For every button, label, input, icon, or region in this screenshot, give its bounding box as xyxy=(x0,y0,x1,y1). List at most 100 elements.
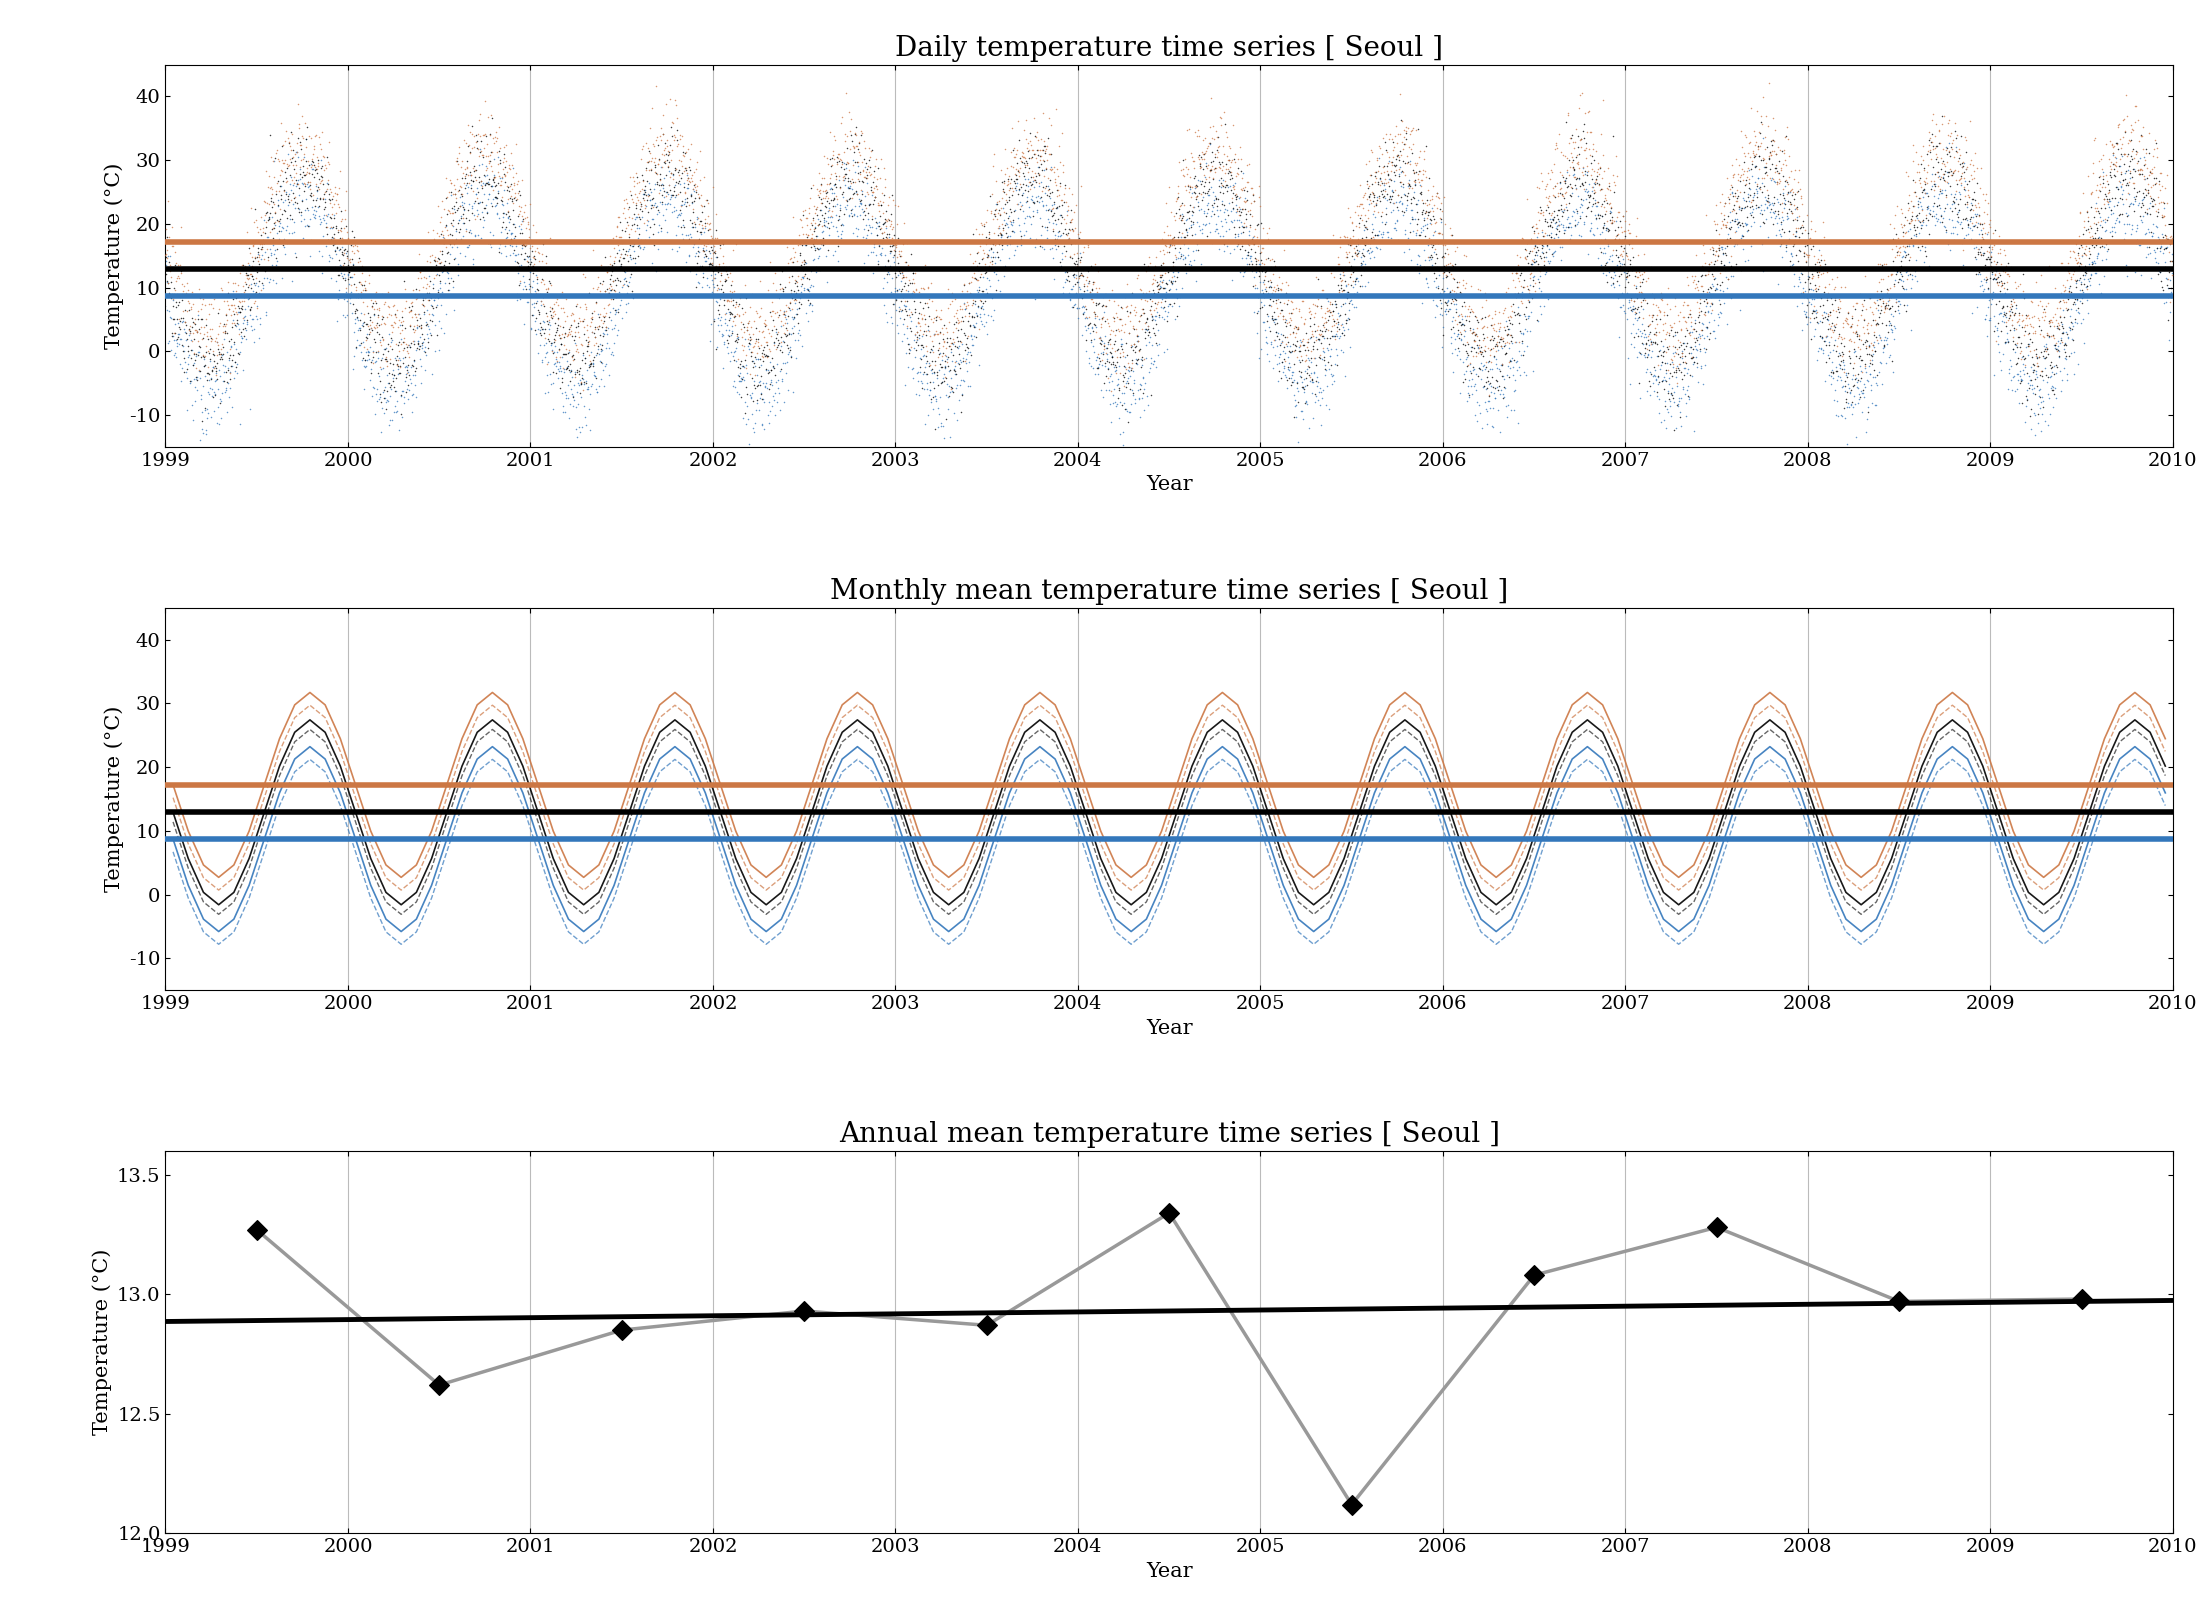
Point xyxy=(2005,389,2041,415)
Point xyxy=(624,168,660,194)
Point xyxy=(483,134,518,160)
Point xyxy=(353,334,388,360)
Point xyxy=(1641,294,1677,320)
Point xyxy=(927,326,962,352)
Point xyxy=(1654,383,1690,408)
Point xyxy=(2032,324,2067,350)
Point xyxy=(560,391,596,416)
Point xyxy=(1116,302,1152,328)
Point xyxy=(1094,276,1129,302)
Point xyxy=(1291,329,1326,355)
Point xyxy=(1178,237,1213,263)
Point xyxy=(1079,312,1114,337)
Point xyxy=(1639,305,1674,331)
Point xyxy=(1928,215,1963,240)
Point xyxy=(699,273,735,299)
Point xyxy=(710,318,746,344)
Point xyxy=(1712,190,1747,216)
Point xyxy=(1480,318,1516,344)
Point xyxy=(1260,286,1295,312)
Point xyxy=(927,329,962,355)
Point xyxy=(269,205,304,231)
Point xyxy=(443,148,479,174)
Point xyxy=(1319,307,1354,332)
Point xyxy=(666,192,702,218)
Point xyxy=(240,220,276,245)
Point xyxy=(1902,208,1937,234)
Point xyxy=(267,150,302,176)
Point xyxy=(1447,242,1482,268)
Point xyxy=(1054,208,1090,234)
Point xyxy=(1379,145,1414,171)
Point xyxy=(838,179,874,205)
Point xyxy=(1941,197,1977,223)
Point xyxy=(1844,297,1880,323)
Point xyxy=(1282,339,1317,365)
Point xyxy=(1118,350,1154,376)
Point xyxy=(1240,320,1275,345)
Point xyxy=(2127,166,2162,192)
Point xyxy=(666,208,702,234)
Point xyxy=(739,387,774,413)
Point xyxy=(474,194,510,220)
Point xyxy=(461,179,496,205)
Point xyxy=(591,274,627,300)
Point xyxy=(1981,339,2016,365)
Point xyxy=(2091,189,2127,215)
Point xyxy=(849,157,885,182)
Point xyxy=(1857,370,1893,395)
Point xyxy=(993,166,1028,192)
Point xyxy=(552,337,587,363)
Point xyxy=(1816,360,1851,386)
Point xyxy=(1648,368,1683,394)
Point xyxy=(304,147,340,173)
Point xyxy=(390,331,426,357)
Point xyxy=(468,163,503,189)
Point xyxy=(441,210,476,236)
Point xyxy=(280,171,315,197)
Point xyxy=(1813,284,1849,310)
Point xyxy=(1185,179,1220,205)
Point xyxy=(225,310,260,336)
Point xyxy=(1410,274,1445,300)
Point xyxy=(476,147,512,173)
Point xyxy=(622,179,657,205)
Point xyxy=(1337,199,1372,224)
Point xyxy=(267,178,302,203)
Point xyxy=(1050,194,1085,220)
Point xyxy=(988,187,1024,213)
Point xyxy=(1974,255,2010,281)
Point xyxy=(1015,182,1050,208)
Point xyxy=(492,232,527,258)
Point xyxy=(395,299,430,324)
Point xyxy=(2010,305,2045,331)
Point xyxy=(1868,294,1904,320)
Point xyxy=(287,147,322,173)
Point xyxy=(684,253,719,279)
Point xyxy=(1385,199,1421,224)
Point xyxy=(1789,249,1824,274)
Point xyxy=(1180,173,1216,199)
Point xyxy=(1917,173,1952,199)
Point xyxy=(823,207,858,232)
Point xyxy=(1752,189,1787,215)
Point xyxy=(2036,323,2071,349)
Point xyxy=(2032,308,2067,334)
Point xyxy=(1745,202,1780,228)
Point xyxy=(1712,176,1747,202)
Point xyxy=(2074,261,2109,287)
Point xyxy=(1718,145,1754,171)
Point xyxy=(386,329,421,355)
Point xyxy=(807,194,843,220)
Point xyxy=(465,215,501,240)
Point xyxy=(627,234,662,260)
Point xyxy=(1957,229,1992,255)
Point xyxy=(1661,352,1696,378)
Point xyxy=(459,157,494,182)
Point xyxy=(349,292,384,318)
Point xyxy=(805,231,840,257)
Point xyxy=(779,249,814,274)
Point xyxy=(911,294,946,320)
Point xyxy=(1096,331,1132,357)
Point xyxy=(1734,189,1769,215)
